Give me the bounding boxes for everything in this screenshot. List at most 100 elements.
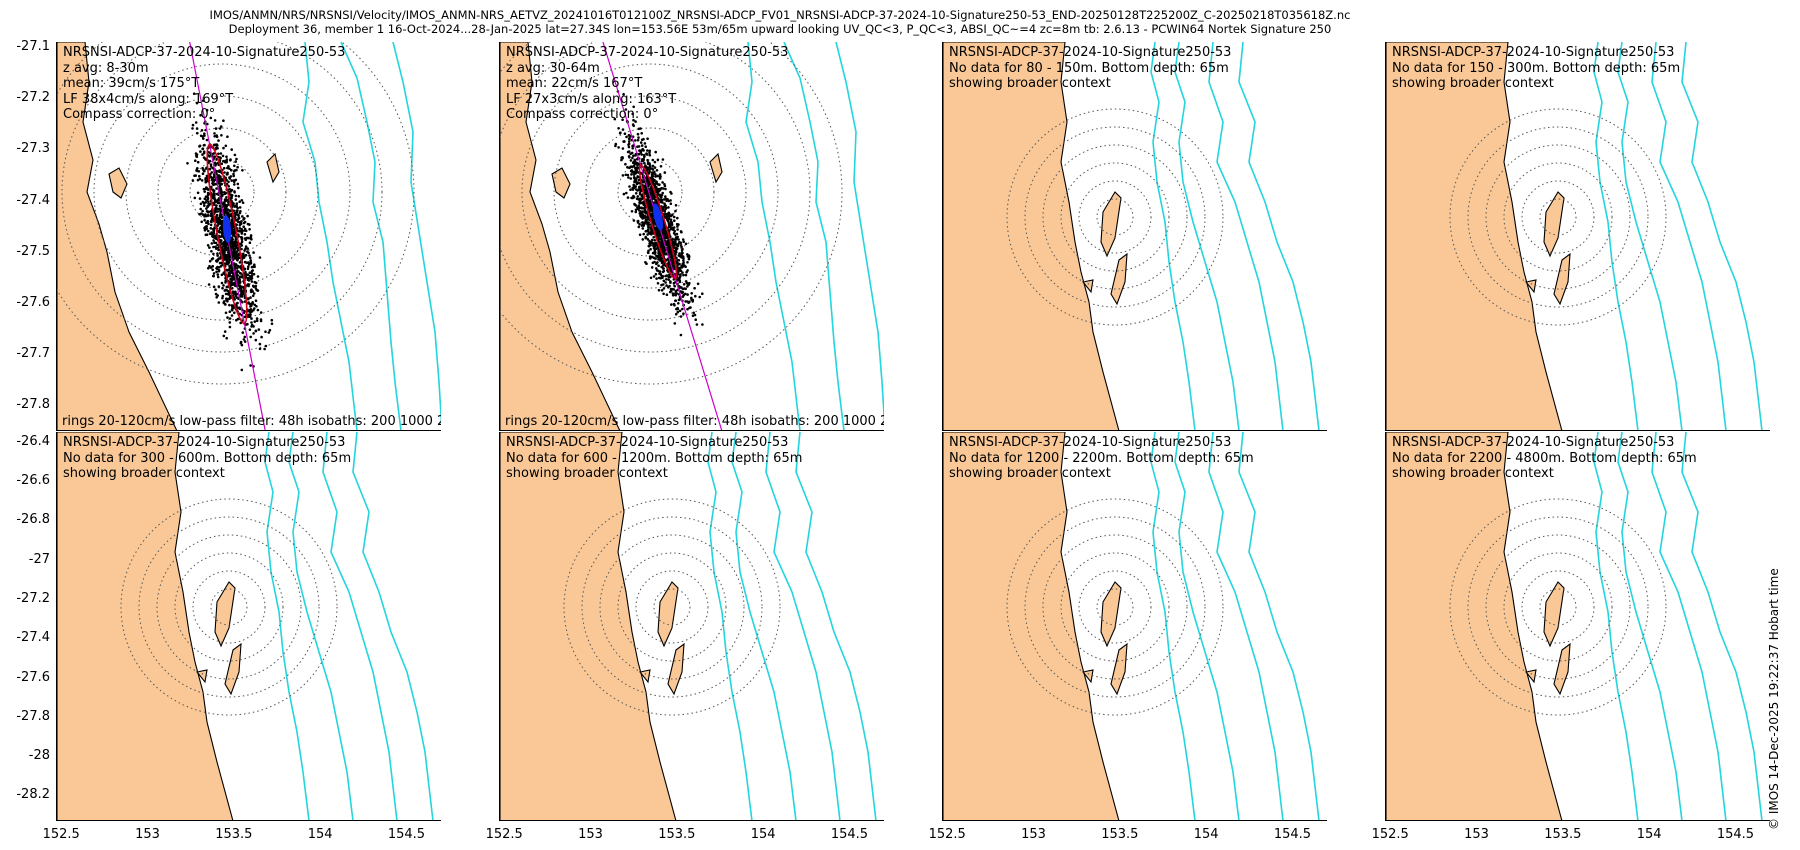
island xyxy=(266,152,280,184)
scatter-point xyxy=(667,249,670,252)
scatter-point xyxy=(234,213,237,216)
scatter-point xyxy=(650,188,654,191)
scatter-point xyxy=(226,135,229,138)
scatter-point xyxy=(200,220,203,224)
scatter-point xyxy=(240,236,244,240)
scatter-point xyxy=(201,99,205,102)
scatter-point xyxy=(663,249,666,253)
scatter-point xyxy=(241,201,245,204)
x-tick-label: 152.5 xyxy=(42,827,80,842)
scatter-point xyxy=(257,328,261,331)
x-tick-label: 153 xyxy=(578,827,603,842)
land-mass xyxy=(943,432,1120,820)
subplot-map-2 xyxy=(500,42,884,430)
scatter-point xyxy=(676,228,679,231)
scatter-point xyxy=(247,302,250,305)
scatter-point xyxy=(656,158,660,162)
scatter-point xyxy=(633,158,637,162)
scatter-point xyxy=(238,200,241,203)
scatter-point xyxy=(209,175,213,179)
scatter-point xyxy=(646,178,649,181)
scatter-point xyxy=(667,240,670,243)
scatter-point xyxy=(639,150,643,153)
scatter-point xyxy=(224,281,227,284)
scatter-point xyxy=(662,243,665,247)
y-tick-label: -27.3 xyxy=(16,141,50,157)
scatter-point xyxy=(678,252,681,255)
scatter-point xyxy=(654,175,657,178)
scatter-point xyxy=(211,182,214,185)
scatter-point xyxy=(195,153,199,156)
scatter-point xyxy=(674,209,677,213)
scatter-point xyxy=(220,225,223,228)
scatter-point xyxy=(656,269,660,273)
scatter-point xyxy=(634,208,638,212)
scatter-point xyxy=(230,238,234,242)
scatter-point xyxy=(218,170,222,173)
scatter-point xyxy=(228,321,232,324)
panel-annotation: NRSNSI-ADCP-37-2024-10-Signature250-53 z … xyxy=(63,45,345,123)
scatter-point xyxy=(209,212,213,216)
speed-ring xyxy=(1078,180,1152,254)
scatter-point xyxy=(657,264,660,267)
scatter-point xyxy=(642,207,646,210)
scatter-point xyxy=(232,204,235,207)
scatter-point xyxy=(233,183,236,186)
scatter-point xyxy=(648,149,651,153)
x-tick-label: 152.5 xyxy=(928,827,966,842)
scatter-point xyxy=(627,145,631,149)
scatter-point xyxy=(634,120,637,123)
scatter-point xyxy=(233,164,236,168)
panel-title: NRSNSI-ADCP-37-2024-10-Signature250-53 xyxy=(1392,45,1675,60)
island xyxy=(1525,279,1537,294)
scatter-point xyxy=(642,149,645,152)
scatter-point xyxy=(682,273,685,277)
scatter-point xyxy=(248,271,252,274)
scatter-point xyxy=(221,235,224,238)
scatter-point xyxy=(195,127,199,130)
scatter-point xyxy=(199,207,202,211)
scatter-point xyxy=(641,213,645,216)
scatter-point xyxy=(632,105,635,109)
scatter-point xyxy=(661,206,665,209)
scatter-point xyxy=(254,284,258,288)
scatter-point xyxy=(230,314,234,317)
scatter-point xyxy=(660,283,663,287)
y-tick-label: -26.8 xyxy=(16,512,50,528)
scatter-point xyxy=(215,296,218,299)
scatter-point xyxy=(631,170,635,174)
scatter-point xyxy=(217,301,221,304)
scatter-point xyxy=(216,201,220,205)
scatter-point xyxy=(233,243,237,246)
scatter-point xyxy=(660,265,663,269)
scatter-point xyxy=(646,251,650,254)
scatter-point xyxy=(678,280,682,284)
scatter-point xyxy=(200,179,204,182)
scatter-point xyxy=(220,281,224,285)
scatter-point xyxy=(210,171,214,174)
scatter-point xyxy=(666,263,670,266)
scatter-point xyxy=(677,259,681,262)
scatter-point xyxy=(211,166,214,170)
scatter-point xyxy=(637,178,641,182)
scatter-point xyxy=(201,135,204,138)
scatter-point xyxy=(243,233,247,236)
scatter-point xyxy=(675,237,679,240)
speed-ring xyxy=(93,63,351,321)
scatter-point xyxy=(249,296,252,299)
land-mass xyxy=(500,432,677,820)
scatter-point xyxy=(202,150,206,153)
scatter-point xyxy=(228,297,231,301)
scatter-point xyxy=(238,284,242,287)
scatter-point xyxy=(196,178,200,182)
scatter-point xyxy=(643,210,646,213)
scatter-point xyxy=(650,207,653,210)
scatter-point xyxy=(237,216,241,220)
scatter-point xyxy=(203,157,207,160)
scatter-point xyxy=(646,168,649,171)
scatter-point xyxy=(263,347,266,351)
scatter-point xyxy=(660,241,663,244)
scatter-point xyxy=(631,165,634,169)
scatter-point xyxy=(652,275,656,278)
scatter-point xyxy=(212,230,216,233)
